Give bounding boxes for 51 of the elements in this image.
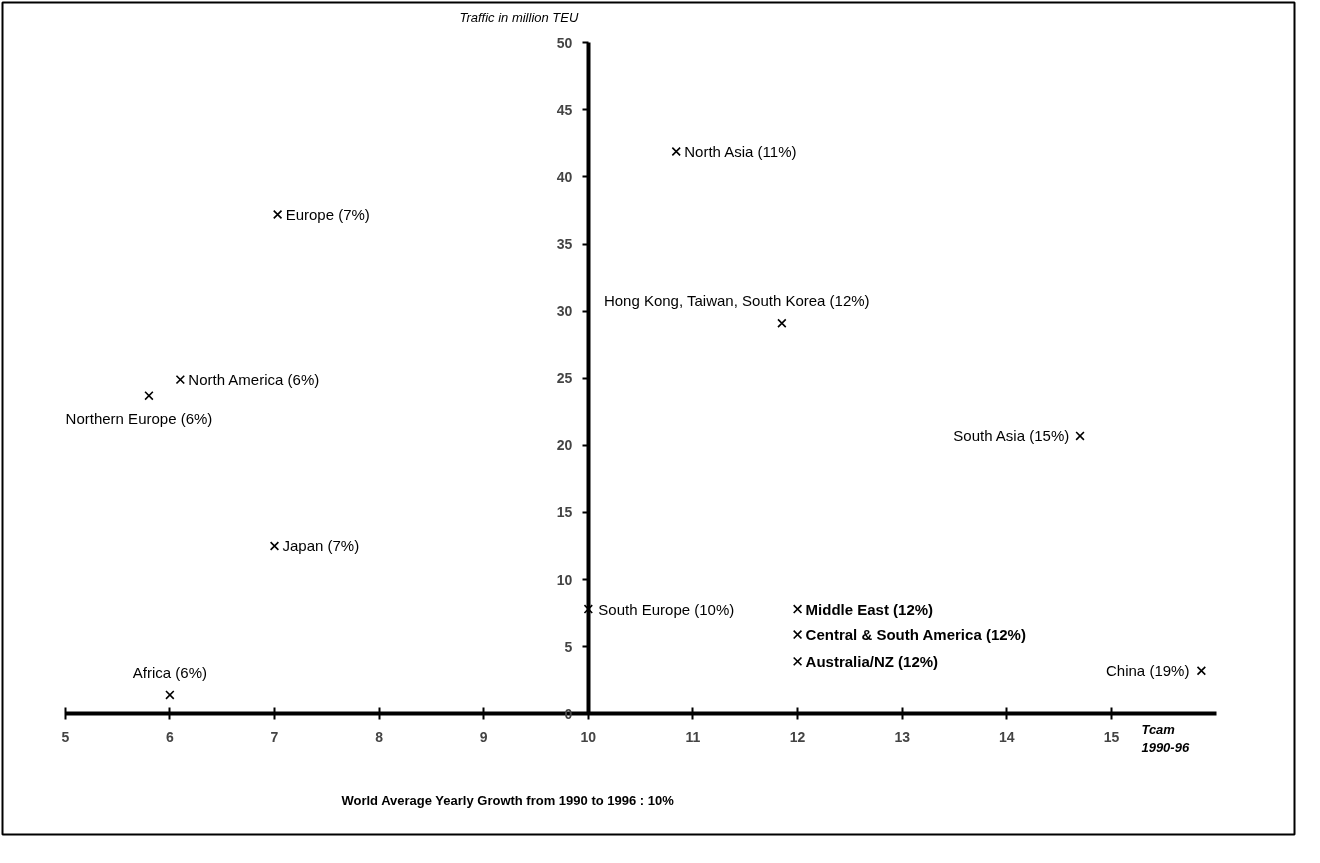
y-axis-title: Traffic in million TEU xyxy=(459,10,579,26)
x-tick-label: 12 xyxy=(789,728,806,745)
y-tick-label: 50 xyxy=(556,34,573,51)
point xyxy=(777,318,787,328)
x-tick-label: 11 xyxy=(685,728,701,745)
annotation: North America (6%) xyxy=(188,371,320,389)
x-tick-label: 15 xyxy=(1103,728,1120,745)
annotation: South Europe (10%) xyxy=(598,600,735,618)
y-tick-label: 45 xyxy=(556,101,573,118)
annotation: Europe (7%) xyxy=(285,206,370,224)
annotation: Australia/NZ (12%) xyxy=(805,652,939,670)
y-tick-label: 20 xyxy=(556,437,573,454)
y-tick-label: 35 xyxy=(556,236,573,253)
x-tick-label: 13 xyxy=(894,728,911,745)
x-tick-label: 6 xyxy=(165,728,174,745)
annotation: Northern Europe (6%) xyxy=(65,409,213,427)
point xyxy=(269,541,280,551)
annotation: South Asia (15%) xyxy=(953,427,1070,445)
point xyxy=(671,146,681,157)
x-tick-label: 9 xyxy=(479,728,488,745)
point xyxy=(175,374,186,385)
annotation: China (19%) xyxy=(1106,662,1190,680)
x-axis-title: Tcam 1990-96 xyxy=(1141,721,1190,755)
point xyxy=(144,391,154,401)
x-tick-label: 14 xyxy=(999,728,1015,745)
point xyxy=(792,604,803,614)
point xyxy=(1196,666,1207,676)
point xyxy=(1075,431,1085,441)
x-tick-label: 8 xyxy=(375,728,384,745)
y-tick-label: 30 xyxy=(556,303,573,320)
annotation: North Asia (11%) xyxy=(684,142,797,160)
annotation: Hong Kong, Taiwan, South Korea (12%) xyxy=(603,292,870,310)
y-tick-label: 0 xyxy=(564,705,573,722)
y-tick-label: 5 xyxy=(564,638,573,655)
x-tick-label: 10 xyxy=(580,728,597,745)
x-tick-label: 7 xyxy=(270,728,279,745)
y-tick-label: 15 xyxy=(556,504,573,521)
point xyxy=(583,604,594,614)
point xyxy=(792,656,803,667)
text: World Average Yearly Growth from 1990 to 1996 : 10% xyxy=(341,793,675,809)
annotation: Middle East (12%) xyxy=(805,600,934,618)
y-tick-label: 10 xyxy=(556,571,573,588)
y-tick-label: 25 xyxy=(556,370,573,387)
point xyxy=(792,629,803,640)
annotation: Central & South America (12%) xyxy=(805,626,1026,644)
point xyxy=(165,690,175,700)
x-tick-label: 5 xyxy=(61,728,70,745)
point xyxy=(272,209,283,220)
annotation: Japan (7%) xyxy=(282,537,360,555)
annotation: Africa (6%) xyxy=(132,663,207,681)
y-tick-label: 40 xyxy=(556,168,573,185)
